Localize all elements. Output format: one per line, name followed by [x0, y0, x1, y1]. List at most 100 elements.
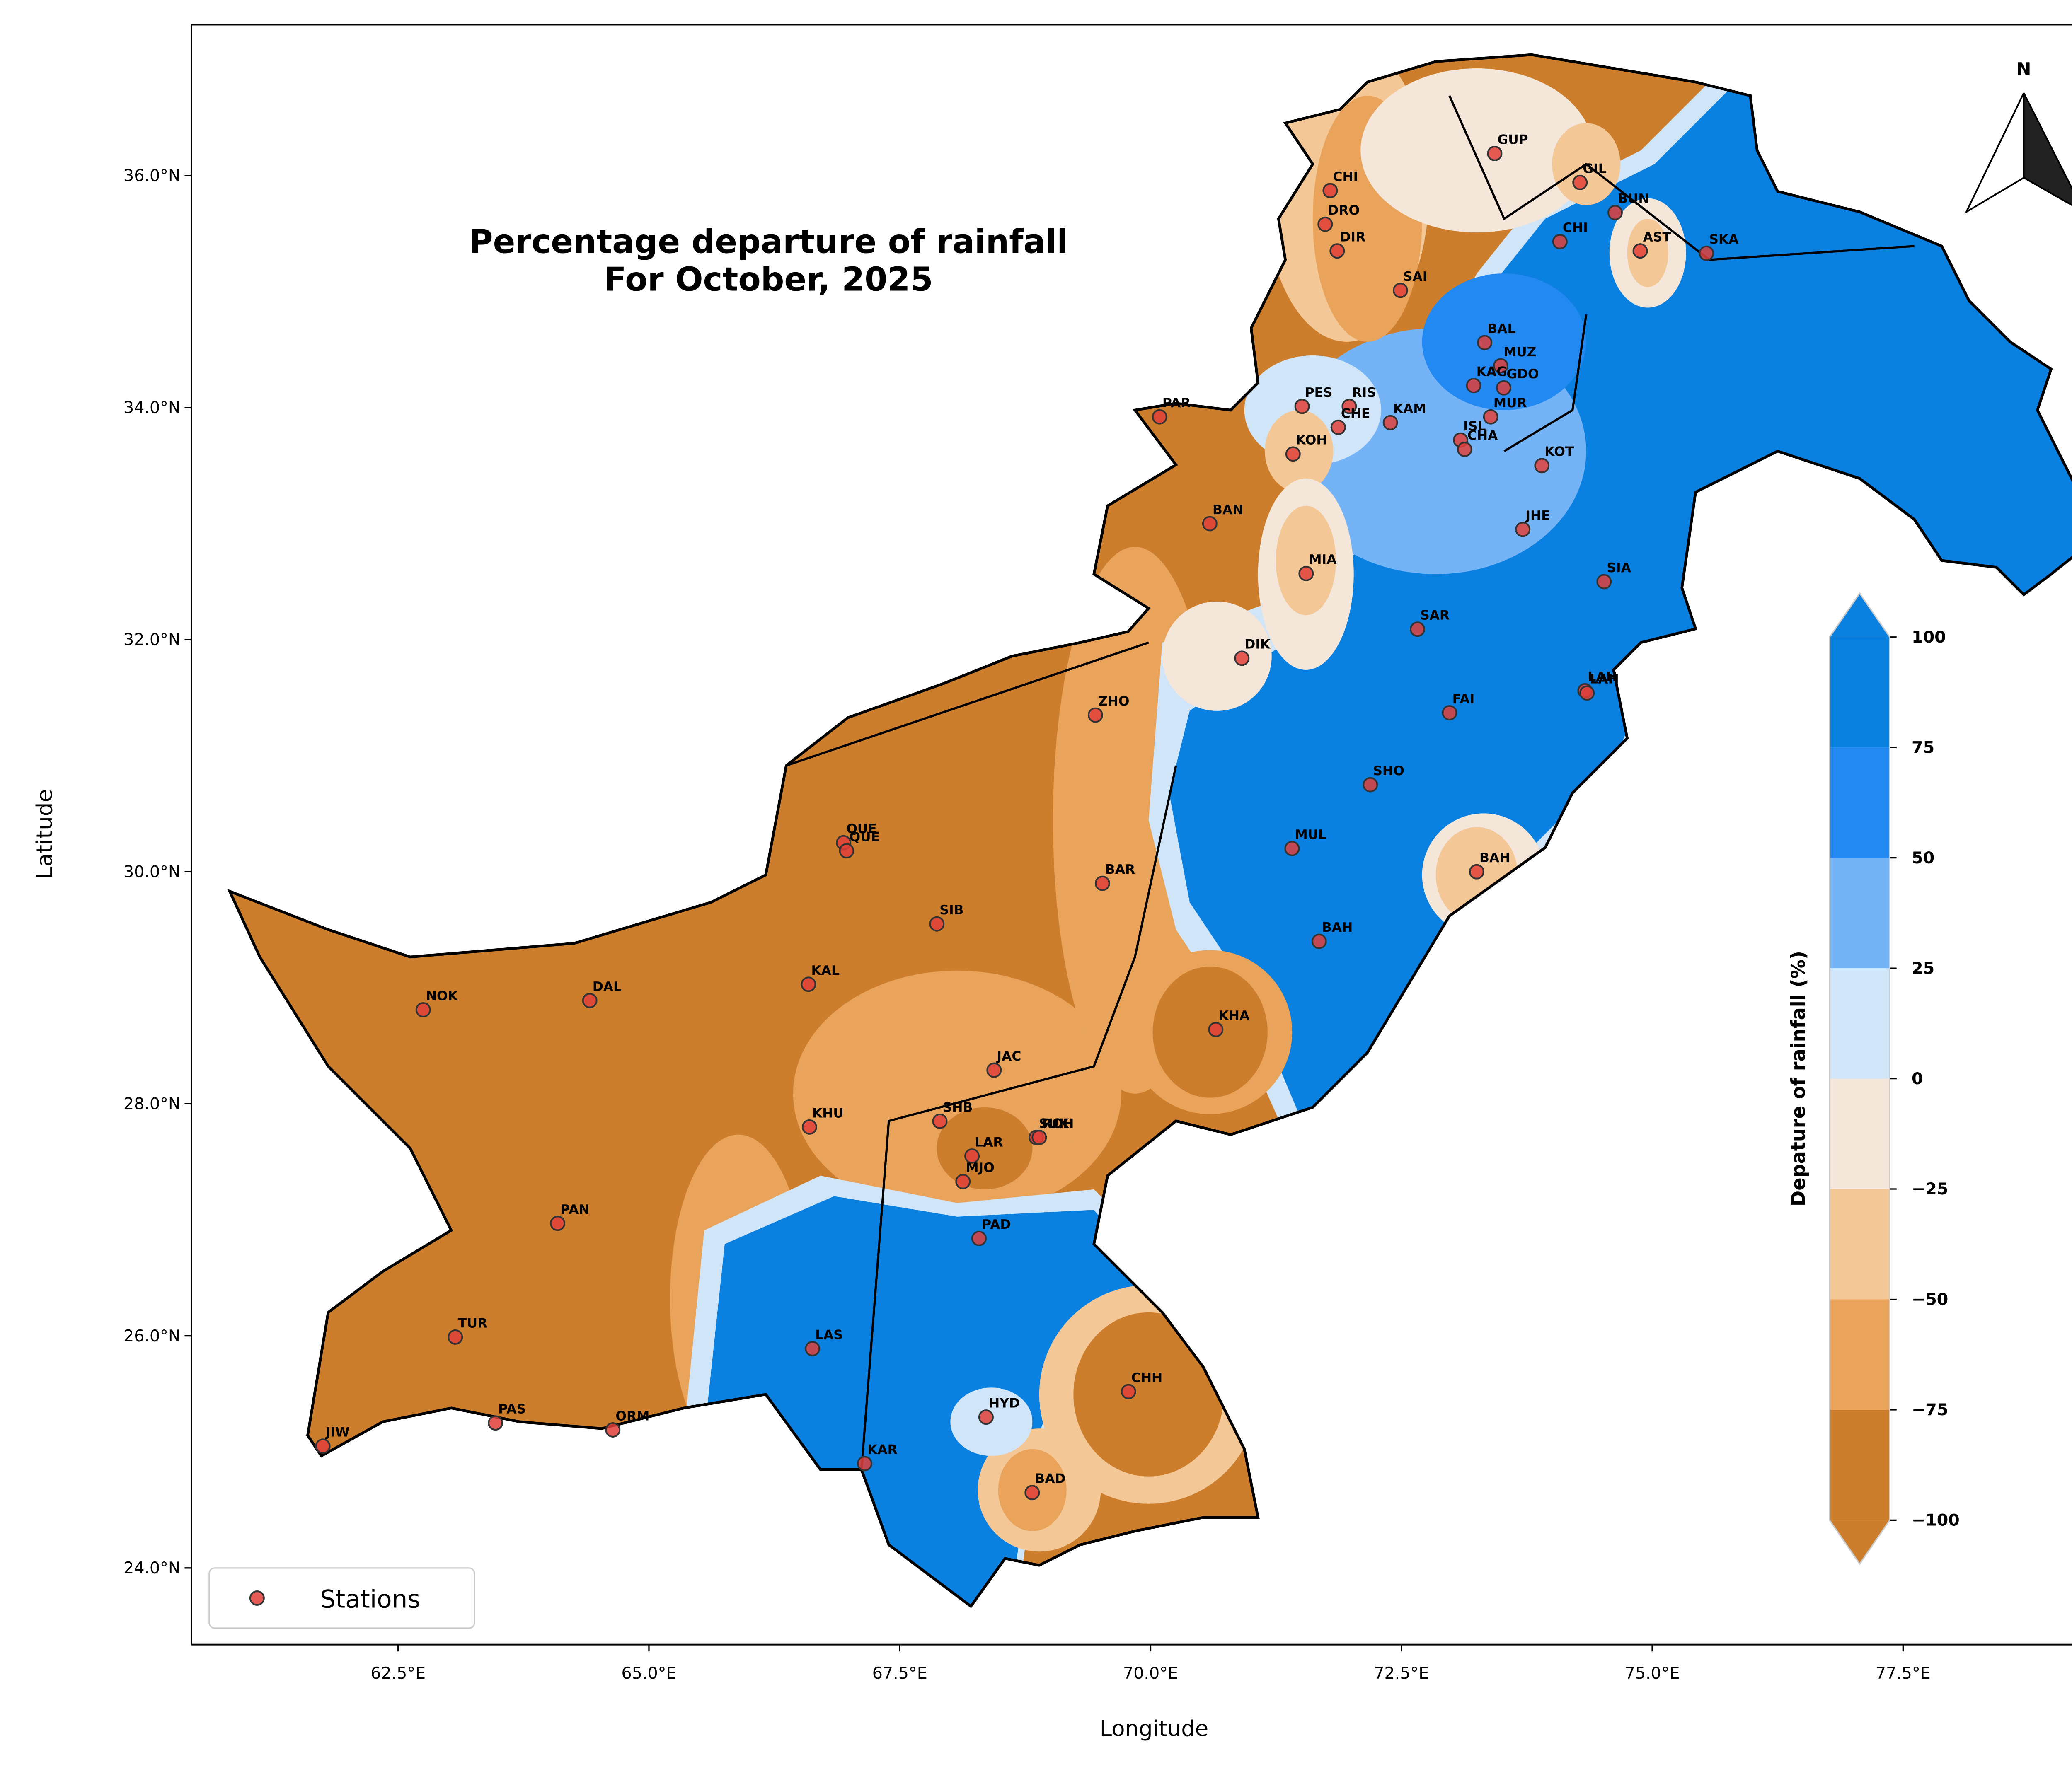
colorbar-segment — [1830, 968, 1890, 1079]
station-label: ZHO — [1098, 694, 1130, 709]
station-marker — [1329, 243, 1345, 259]
station-label: ORM — [615, 1409, 649, 1423]
legend-marker — [249, 1590, 265, 1606]
station-label: BAD — [1035, 1472, 1065, 1486]
station-marker — [1457, 442, 1472, 457]
legend-label: Stations — [320, 1585, 420, 1614]
station-marker — [801, 1119, 817, 1135]
station-label: AST — [1643, 230, 1672, 245]
station-marker — [1285, 446, 1301, 462]
colorbar-segment — [1830, 858, 1890, 969]
station-label: CHI — [1333, 169, 1358, 184]
station-marker — [1579, 685, 1595, 701]
station-marker — [488, 1415, 503, 1431]
colorbar-segment — [1830, 637, 1890, 748]
x-tick-label: 62.5°E — [370, 1664, 426, 1683]
legend: Stations — [208, 1567, 475, 1629]
station-label: HYD — [989, 1396, 1020, 1411]
station-marker — [839, 843, 854, 859]
station-label: BUN — [1618, 191, 1649, 206]
rainfall-zone — [1422, 273, 1586, 410]
station-label: DAL — [593, 979, 622, 994]
station-marker — [971, 1230, 987, 1246]
station-label: LAH — [1590, 672, 1619, 687]
station-label: CHE — [1341, 406, 1370, 421]
station-label: JHE — [1525, 508, 1550, 523]
station-marker — [964, 1148, 980, 1164]
station-label: QUE — [846, 822, 876, 836]
y-tick-label: 28.0°N — [123, 1095, 181, 1114]
y-tick-label: 34.0°N — [123, 398, 181, 417]
station-label: CHH — [1131, 1370, 1162, 1385]
station-marker — [1466, 378, 1481, 394]
province-borders — [786, 95, 1915, 1470]
station-label: GDO — [1506, 367, 1539, 382]
station-label: PES — [1305, 385, 1333, 400]
station-marker — [929, 916, 945, 932]
station-marker — [550, 1216, 566, 1231]
station-marker — [1234, 650, 1250, 666]
station-label: SKA — [1709, 232, 1739, 247]
station-label: MUR — [1493, 396, 1527, 411]
station-marker — [932, 1113, 948, 1129]
colorbar-segment — [1830, 747, 1890, 858]
station-label: BAR — [1105, 862, 1135, 877]
station-label: SUK — [1039, 1116, 1070, 1131]
station-label: DRO — [1328, 203, 1360, 218]
station-label: PAR — [1162, 396, 1191, 411]
station-label: KHU — [812, 1106, 844, 1121]
station-label: LAR — [975, 1135, 1003, 1150]
y-axis-label: Latitude — [32, 789, 57, 879]
station-label: SAI — [1403, 269, 1427, 284]
station-label: KAR — [867, 1443, 898, 1457]
station-marker — [1469, 864, 1484, 880]
rainfall-zone — [1627, 219, 1668, 288]
station-marker — [1202, 516, 1218, 532]
station-label: KAM — [1393, 401, 1426, 416]
rainfall-zone — [704, 1196, 1149, 1607]
station-label: FAI — [1452, 691, 1475, 706]
colorbar-tick-label: −25 — [1912, 1179, 1948, 1199]
station-marker — [1341, 399, 1357, 414]
station-label: SIB — [939, 903, 963, 918]
station-label: MUL — [1295, 827, 1326, 842]
station-marker — [1322, 183, 1338, 198]
station-label: DIR — [1340, 230, 1365, 245]
rainfall-zone — [1169, 82, 2072, 1114]
rainfall-zone — [1162, 601, 1272, 711]
station-label: ROH — [1042, 1116, 1074, 1131]
colorbar-tick-label: 50 — [1912, 848, 1934, 868]
station-label: DIK — [1244, 637, 1271, 652]
station-marker — [1483, 409, 1498, 425]
station-marker — [1031, 1130, 1047, 1146]
country-border — [227, 53, 2072, 1608]
station-marker — [805, 1341, 821, 1356]
legend-box — [208, 1567, 475, 1629]
station-marker — [1208, 1022, 1224, 1037]
colorbar-label: Depature of rainfall (%) — [1787, 951, 1810, 1206]
station-label: CHI — [1563, 220, 1588, 235]
station-label: MUZ — [1503, 345, 1536, 360]
station-marker — [1311, 933, 1327, 949]
x-axis-label: Longitude — [1100, 1716, 1209, 1742]
north-label: N — [2016, 59, 2031, 80]
station-marker — [857, 1456, 872, 1472]
colorbar-segment — [1830, 1189, 1890, 1300]
station-marker — [1596, 574, 1612, 590]
station-label: ISL — [1463, 419, 1486, 434]
station-label: KOH — [1296, 433, 1327, 448]
y-tick-label: 32.0°N — [123, 630, 181, 649]
station-label: JIW — [325, 1425, 350, 1440]
station-marker — [1392, 283, 1408, 298]
rainfall-zone — [1073, 1312, 1224, 1477]
y-tick-label: 30.0°N — [123, 862, 181, 881]
station-marker — [1410, 621, 1425, 637]
station-marker — [1121, 1384, 1136, 1399]
colorbar-segment — [1830, 1078, 1890, 1189]
x-tick-label: 67.5°E — [872, 1664, 927, 1683]
station-label: SAR — [1420, 608, 1450, 623]
colorbar-tick-label: 0 — [1912, 1069, 1923, 1088]
station-marker — [1087, 707, 1103, 723]
x-tick-label: 77.5°E — [1876, 1664, 1931, 1683]
